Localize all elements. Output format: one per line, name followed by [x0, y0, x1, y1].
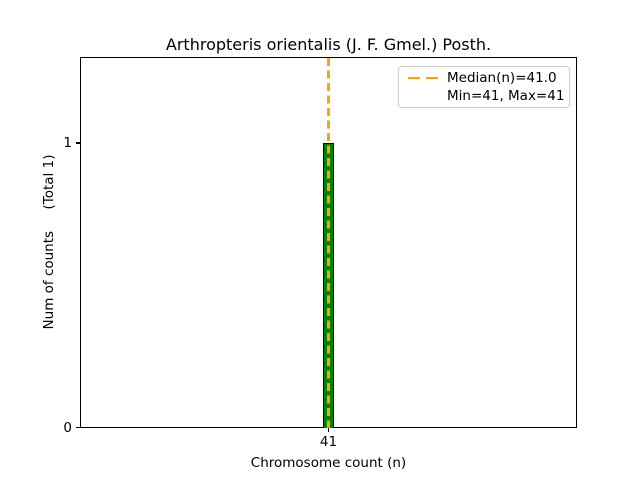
median-line	[327, 58, 330, 428]
legend-label-median: Median(n)=41.0	[447, 70, 557, 86]
legend-label-minmax: Min=41, Max=41	[447, 88, 565, 104]
chart-title: Arthropteris orientalis (J. F. Gmel.) Po…	[165, 35, 492, 54]
y-tick-mark-1	[76, 142, 80, 144]
y-tick-label-0: 0	[63, 420, 72, 436]
x-tick-mark-41	[327, 428, 330, 432]
legend-entry-minmax: Min=41, Max=41	[399, 87, 569, 105]
legend-box: Median(n)=41.0 Min=41, Max=41	[398, 66, 570, 108]
y-tick-label-1: 1	[63, 135, 72, 151]
legend-entry-median: Median(n)=41.0	[399, 69, 569, 87]
legend-empty-handle	[408, 95, 438, 98]
y-axis-label: Num of counts (Total 1)	[41, 154, 57, 330]
dashed-line-icon	[408, 76, 438, 80]
y-tick-mark-0	[76, 426, 80, 428]
x-tick-label-41: 41	[319, 434, 338, 450]
x-axis-label: Chromosome count (n)	[250, 455, 407, 471]
